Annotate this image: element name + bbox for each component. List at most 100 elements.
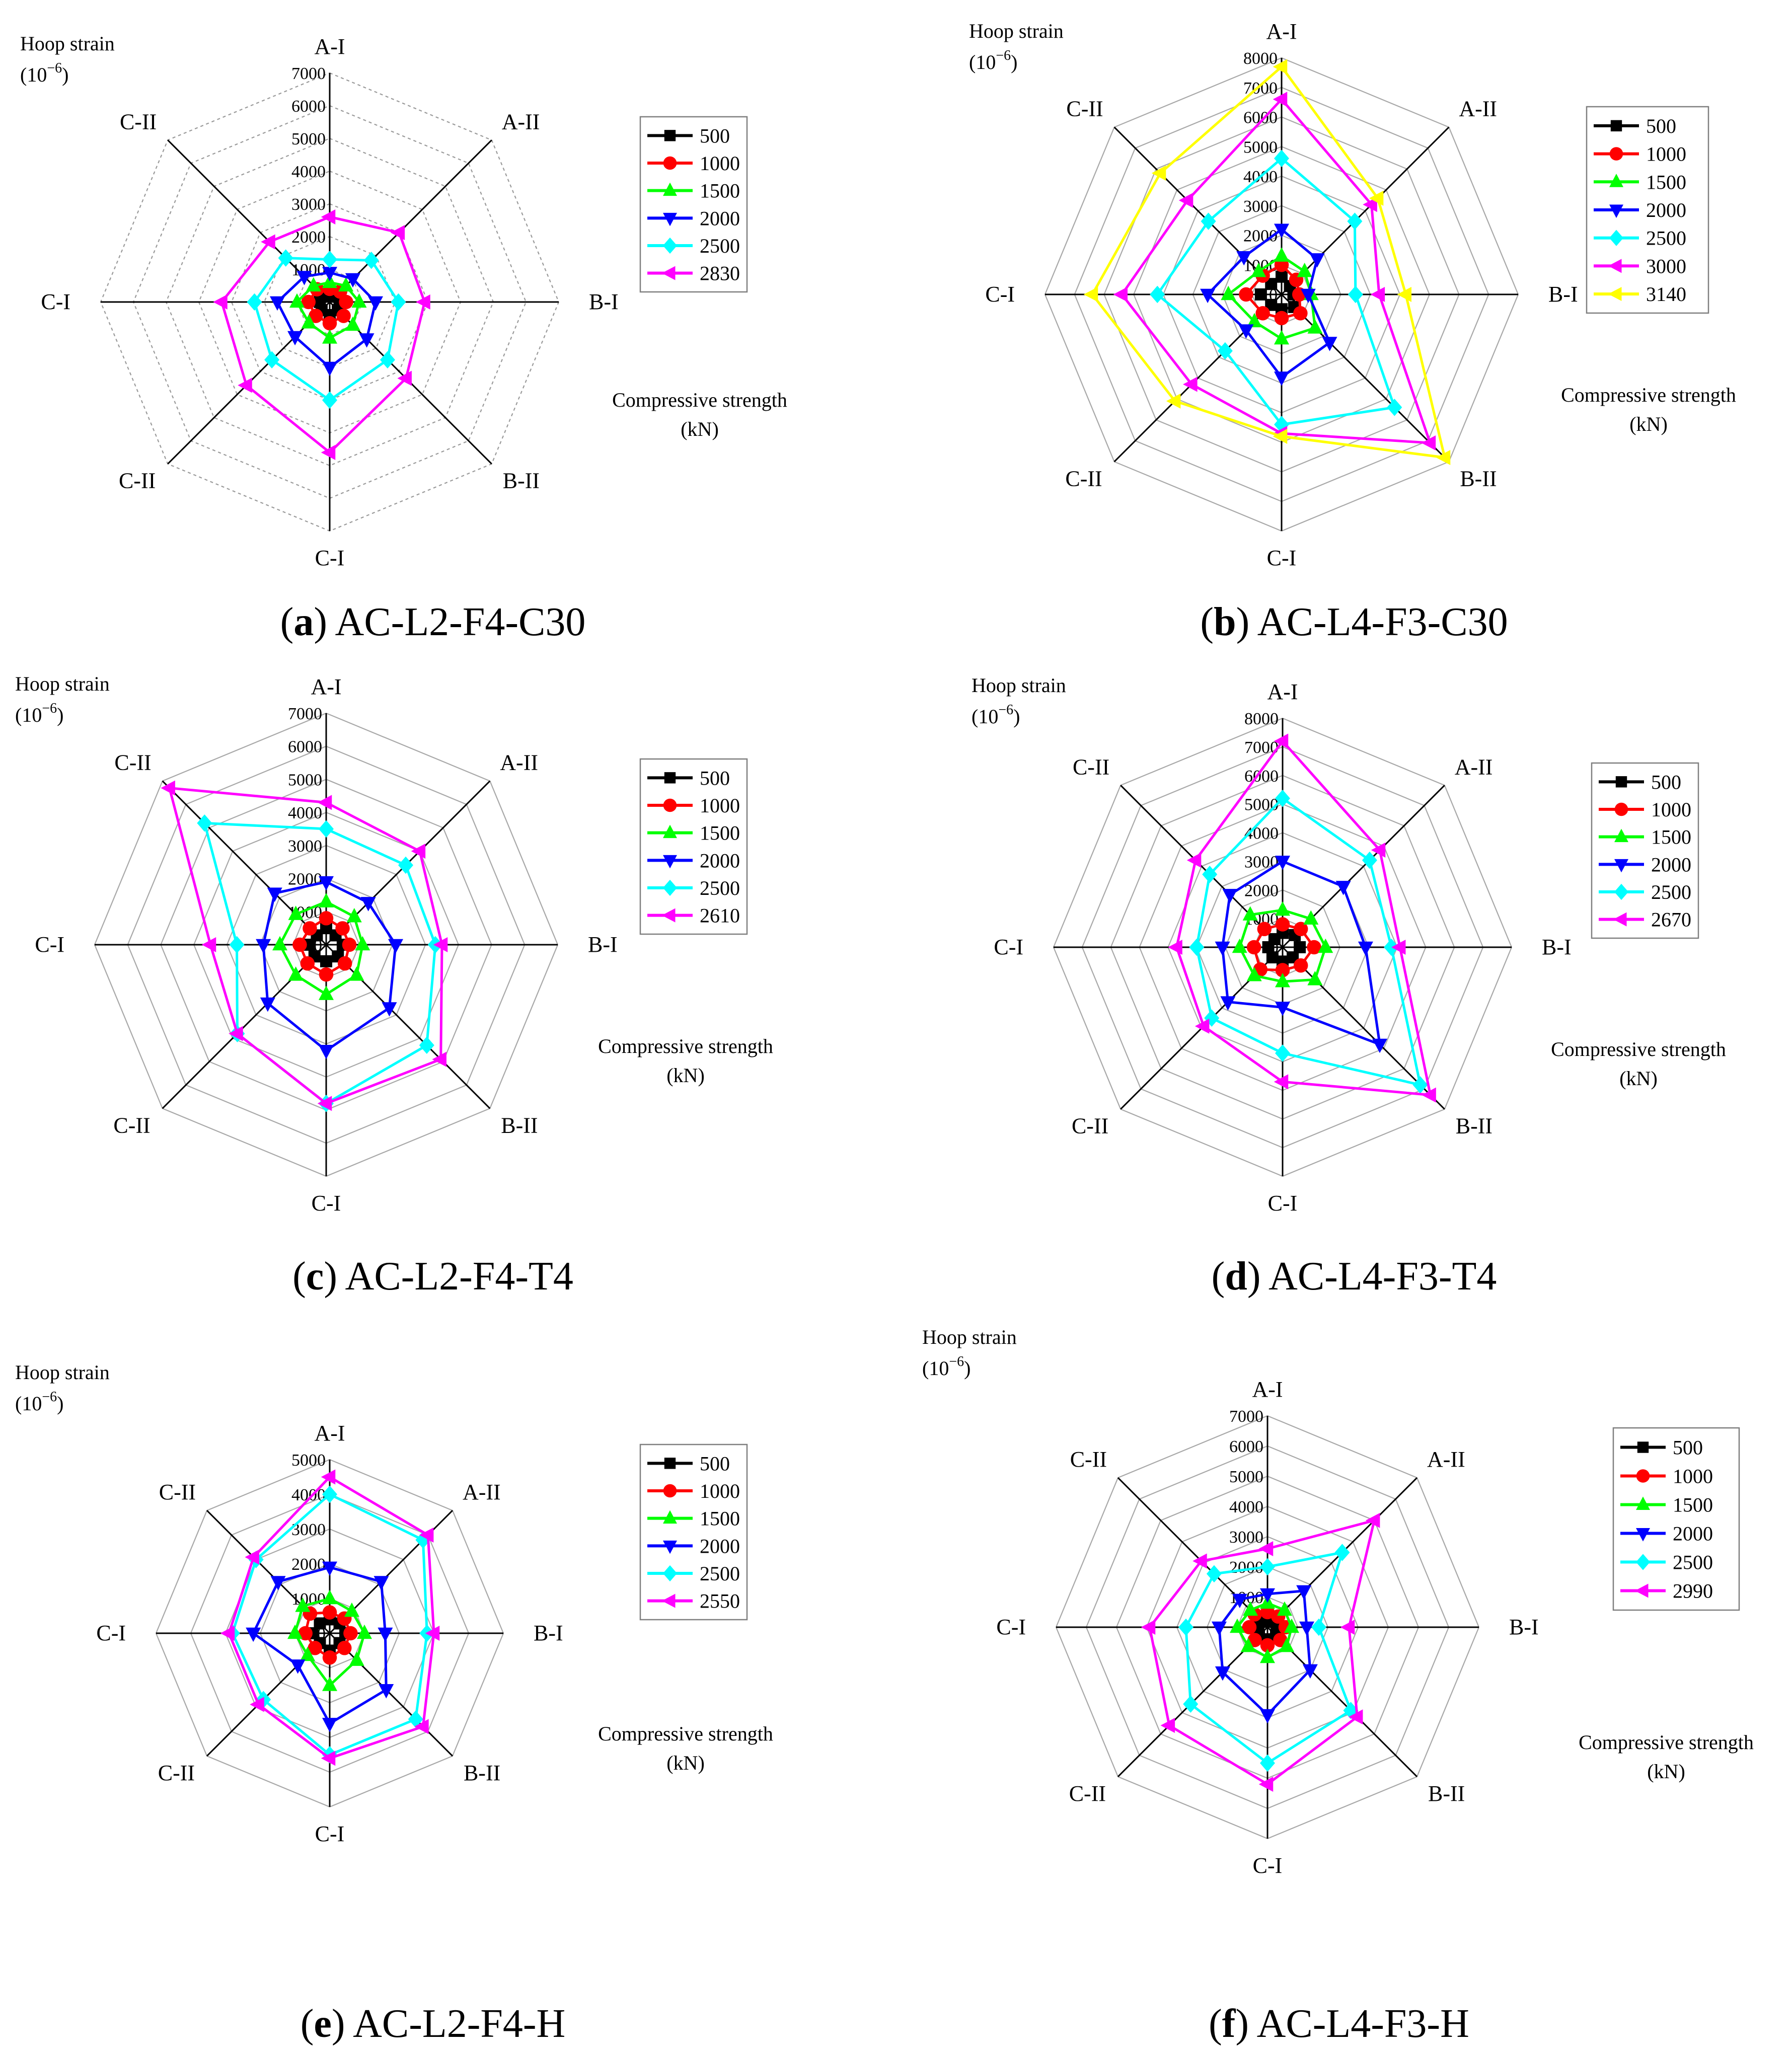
data-point bbox=[1178, 193, 1193, 208]
data-point bbox=[1370, 287, 1385, 302]
spoke-label: A-I bbox=[1267, 679, 1298, 704]
data-point bbox=[1275, 917, 1290, 932]
spoke-axis bbox=[329, 1632, 454, 1757]
panel-caption: (e) AC-L2-F4-H bbox=[301, 2002, 566, 2046]
data-point bbox=[378, 1627, 393, 1642]
spoke-label: C-I bbox=[312, 1191, 341, 1215]
data-point bbox=[1275, 963, 1290, 977]
series-1500 bbox=[1221, 247, 1323, 345]
data-point bbox=[303, 921, 317, 936]
ylabel-line1: Hoop strain bbox=[20, 32, 115, 55]
legend-marker bbox=[663, 182, 677, 196]
legend-label: 3000 bbox=[1646, 255, 1686, 277]
data-point bbox=[1273, 59, 1288, 74]
spoke-label: C-I bbox=[1267, 546, 1297, 570]
spoke-label: B-II bbox=[464, 1761, 500, 1785]
legend-marker bbox=[1609, 147, 1623, 161]
data-point bbox=[1222, 889, 1238, 903]
legend-label: 1500 bbox=[700, 1507, 740, 1530]
series-2000 bbox=[1215, 856, 1388, 1053]
data-point bbox=[1307, 940, 1321, 955]
data-point bbox=[359, 333, 375, 348]
data-point bbox=[322, 1718, 337, 1732]
data-point bbox=[322, 316, 337, 331]
legend-label: 1500 bbox=[1646, 171, 1686, 193]
data-point bbox=[300, 1646, 316, 1661]
data-point bbox=[1257, 922, 1272, 937]
data-point bbox=[344, 1602, 359, 1617]
data-point bbox=[322, 361, 337, 376]
series-1500 bbox=[287, 1589, 372, 1691]
data-point bbox=[1242, 906, 1258, 921]
legend-marker bbox=[1636, 1528, 1650, 1542]
ylabel-line1: Hoop strain bbox=[15, 1361, 110, 1384]
ylabel-unit: (10−6) bbox=[922, 1354, 970, 1380]
spoke-label: B-I bbox=[1509, 1615, 1539, 1639]
spoke-label: A-I bbox=[311, 674, 341, 699]
radar-chart-AC-L2-F4-C30: A-IA-IIB-IB-IIC-IC-IIC-IC-II010002000300… bbox=[20, 32, 787, 644]
legend-marker bbox=[663, 237, 677, 254]
spoke-label: C-I bbox=[315, 1821, 345, 1846]
data-point bbox=[1372, 1038, 1388, 1053]
data-point bbox=[1242, 1620, 1257, 1635]
data-point bbox=[1255, 306, 1270, 321]
series-line bbox=[1175, 739, 1432, 1097]
data-point bbox=[161, 780, 175, 796]
data-point bbox=[1273, 429, 1288, 444]
legend-marker bbox=[663, 798, 677, 812]
data-point bbox=[1221, 285, 1236, 300]
grid-ring bbox=[165, 137, 494, 467]
spoke-label: B-I bbox=[588, 932, 618, 957]
data-point bbox=[1113, 287, 1128, 302]
data-point bbox=[419, 1527, 434, 1543]
y-axis-label: Hoop strain (10−6) bbox=[20, 32, 115, 86]
legend-label: 2990 bbox=[1673, 1580, 1713, 1603]
data-point bbox=[1141, 1620, 1156, 1635]
data-point bbox=[322, 1589, 337, 1605]
data-point bbox=[1215, 941, 1230, 956]
spoke-label: C-II bbox=[158, 1761, 195, 1785]
spoke-label: C-II bbox=[1072, 1114, 1108, 1138]
tick-label: 3000 bbox=[291, 195, 326, 214]
spoke-label: C-I bbox=[1268, 1191, 1298, 1215]
data-point bbox=[319, 1045, 334, 1059]
data-point bbox=[201, 937, 216, 952]
legend-label: 2500 bbox=[700, 877, 740, 899]
data-point bbox=[1232, 1593, 1247, 1609]
spoke-label: A-II bbox=[463, 1480, 501, 1504]
series-2000 bbox=[270, 267, 383, 376]
tick-label: 6000 bbox=[1229, 1437, 1263, 1456]
data-point bbox=[349, 966, 364, 981]
data-point bbox=[363, 252, 379, 269]
data-point bbox=[1258, 1541, 1274, 1556]
data-point bbox=[1365, 1512, 1380, 1528]
data-point bbox=[272, 936, 287, 951]
legend-label: 2500 bbox=[1646, 227, 1686, 250]
xlabel-line2: (kN) bbox=[666, 1752, 705, 1774]
legend-marker bbox=[663, 156, 677, 170]
tick-label: 5000 bbox=[1229, 1468, 1263, 1486]
data-point bbox=[1268, 933, 1281, 945]
legend: 500 1000 1500 2000 2500 2830 bbox=[639, 116, 748, 293]
tick-label: 5000 bbox=[291, 1451, 326, 1470]
data-point bbox=[322, 1650, 337, 1665]
data-point bbox=[419, 1036, 434, 1054]
data-point bbox=[308, 1641, 322, 1655]
legend-label: 2000 bbox=[1651, 853, 1691, 876]
data-point bbox=[300, 956, 315, 971]
data-point bbox=[1371, 842, 1386, 858]
legend-label: 2500 bbox=[700, 235, 740, 257]
data-point bbox=[368, 296, 383, 311]
data-point bbox=[1266, 951, 1279, 964]
data-point bbox=[342, 937, 357, 952]
spoke-label: C-I bbox=[994, 935, 1023, 959]
spoke-label: C-II bbox=[1066, 97, 1103, 121]
xlabel-line2: (kN) bbox=[1619, 1067, 1658, 1090]
series-group bbox=[1141, 1512, 1380, 1792]
data-point bbox=[245, 1549, 259, 1565]
data-point bbox=[349, 1651, 364, 1666]
legend-marker bbox=[1610, 120, 1622, 132]
